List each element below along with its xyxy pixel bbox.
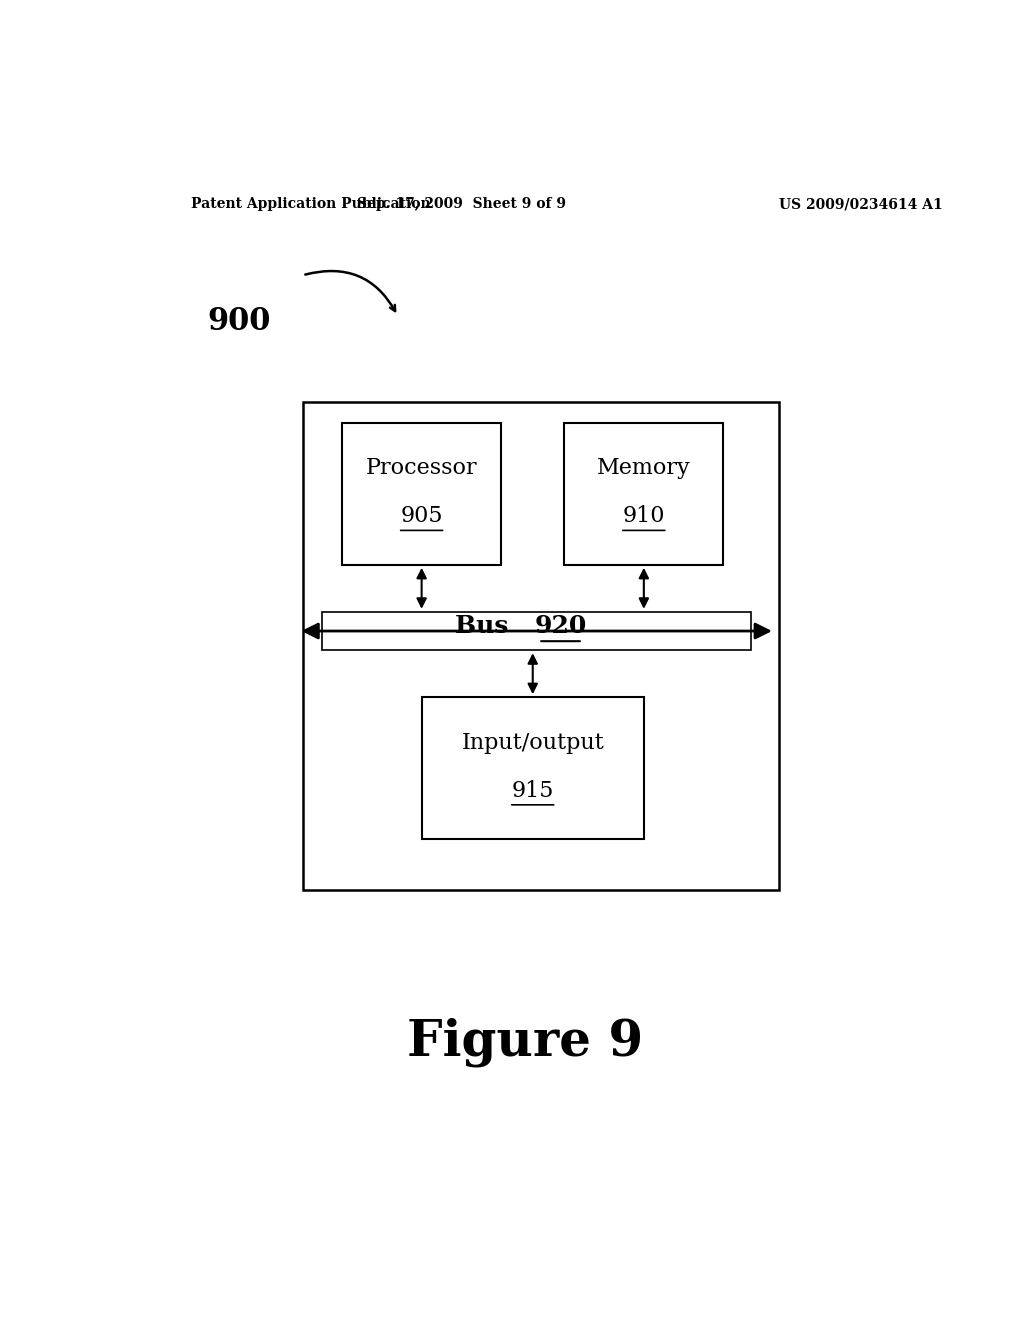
Text: Figure 9: Figure 9 (407, 1018, 643, 1068)
Text: Sep. 17, 2009  Sheet 9 of 9: Sep. 17, 2009 Sheet 9 of 9 (356, 197, 566, 211)
Text: 910: 910 (623, 506, 666, 527)
Text: Memory: Memory (597, 458, 691, 479)
Text: 900: 900 (207, 305, 270, 337)
Text: Patent Application Publication: Patent Application Publication (191, 197, 431, 211)
Text: Processor: Processor (366, 458, 477, 479)
FancyBboxPatch shape (342, 422, 501, 565)
FancyBboxPatch shape (303, 403, 778, 890)
Text: Bus: Bus (455, 614, 517, 638)
Text: Input/output: Input/output (462, 731, 604, 754)
FancyBboxPatch shape (422, 697, 644, 840)
Text: 915: 915 (512, 780, 554, 801)
FancyBboxPatch shape (564, 422, 723, 565)
Text: 920: 920 (535, 614, 587, 638)
FancyBboxPatch shape (323, 611, 751, 651)
Text: 905: 905 (400, 506, 443, 527)
Text: US 2009/0234614 A1: US 2009/0234614 A1 (778, 197, 942, 211)
